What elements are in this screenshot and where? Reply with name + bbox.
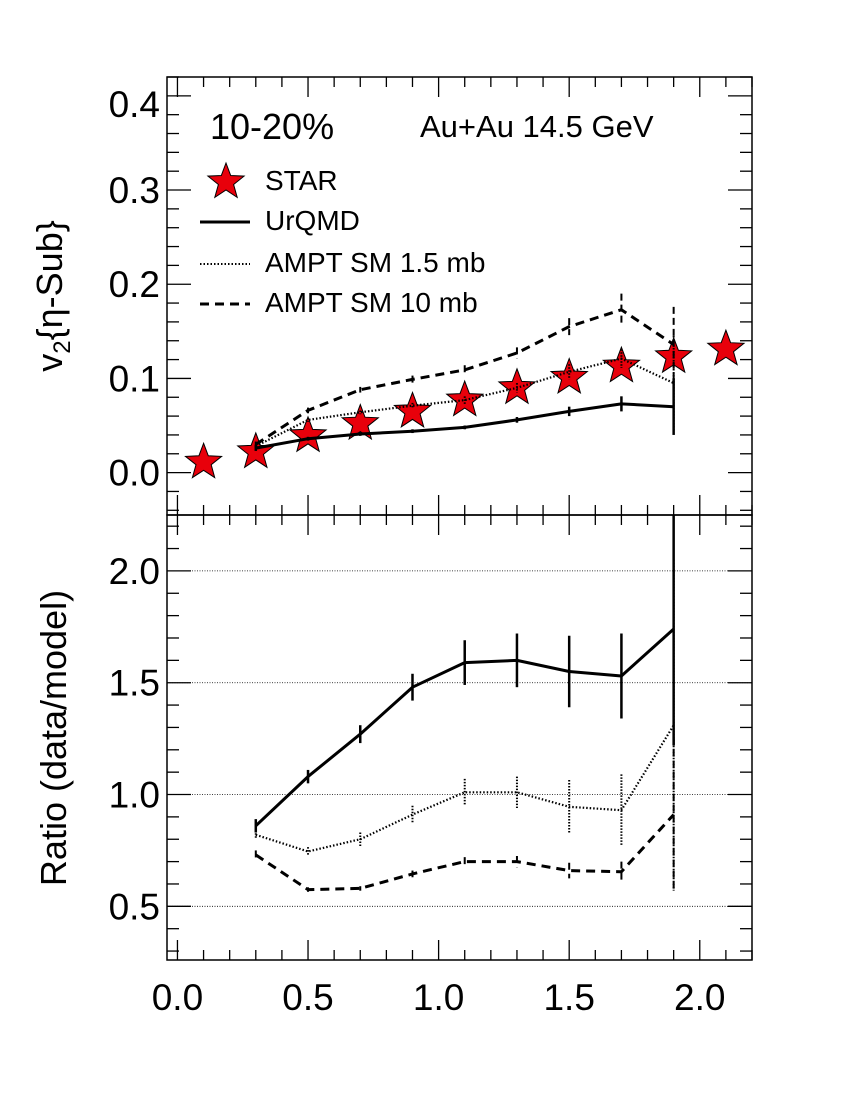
series-line-ampt-sm-1-5-mb [255,357,675,448]
y-tick-label: 0.5 [109,886,160,927]
legend-label-ampt-10mb: AMPT SM 10 mb [265,287,478,318]
bottom-y-axis-label: Ratio (data/model) [33,590,74,886]
y-tick-label: 0.2 [109,264,160,305]
centrality-label: 10-20% [210,106,334,147]
star-point [445,379,485,417]
x-tick-label: 0.5 [282,977,333,1018]
star-point [497,367,537,405]
y-tick-label: 0.1 [109,358,160,399]
star-point [549,357,589,394]
x-tick-label: 0.0 [152,977,203,1018]
star-point [706,328,746,366]
top-y-axis-label-sub: 2 [49,340,76,353]
bottom-plot-frame [166,514,753,961]
x-tick-label: 2.0 [674,977,725,1018]
top-panel: 0.0 0.1 0.2 0.3 0.4 v2{η-Sub} 10-20% Au+Au … [29,76,753,516]
legend-label-urqmd: UrQMD [265,205,360,236]
star-point [340,403,380,441]
y-tick-label: 0.0 [109,453,160,494]
star-point [393,390,432,428]
y-tick-label: 1.0 [109,775,160,816]
series-line-ampt-sm-1-5-mb [255,724,675,853]
y-tick-label: 0.3 [109,170,160,211]
y-tick-label: 2.0 [109,551,160,592]
top-ytick-label: 0.4 [109,84,160,125]
legend-label-ampt-1-5mb: AMPT SM 1.5 mb [265,247,485,278]
legend-star-marker [206,161,246,199]
top-y-axis-label: v2{η-Sub} [29,220,76,371]
legend: STAR UrQMD AMPT SM 1.5 mb AMPT SM 10 mb [200,161,485,318]
star-point [288,415,328,453]
series-line-ampt-sm-10-mb [254,813,675,892]
x-tick-label: 1.0 [413,977,464,1018]
legend-star-icon [206,161,246,199]
x-tick-label: 1.5 [543,977,594,1018]
star-point [184,441,223,479]
top-y-axis-label-main: v [29,354,70,372]
system-label: Au+Au 14.5 GeV [420,109,654,144]
series-line-ampt-sm-10-mb [254,308,675,446]
bottom-panel: 0.5 1.0 1.5 2.0 0.0 0.5 1.0 1.5 2.0 Ratio (data… [33,514,753,1018]
y-tick-label: 1.5 [109,663,160,704]
top-y-axis-label-rest: {η-Sub} [29,220,70,340]
legend-label-star: STAR [265,165,338,196]
